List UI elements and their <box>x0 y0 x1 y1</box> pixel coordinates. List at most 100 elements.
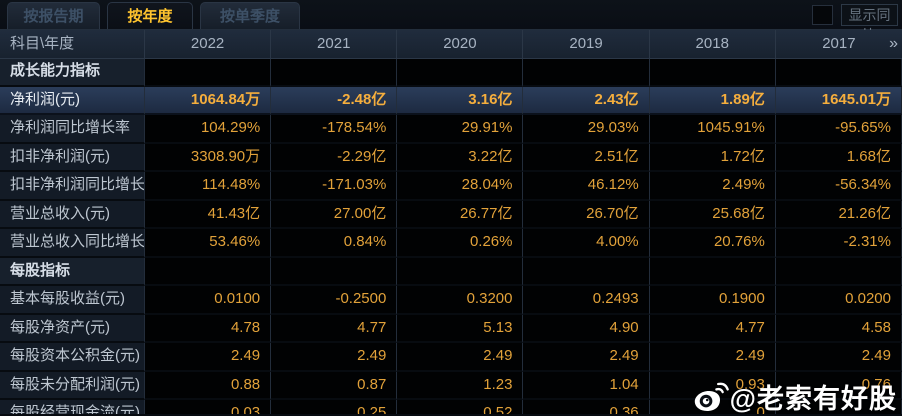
cell-value: 25.68亿 <box>650 201 776 230</box>
cell-value: 29.91% <box>397 115 523 144</box>
cell-value: 1064.84万 <box>145 87 271 116</box>
cell-value: -178.54% <box>271 115 397 144</box>
cell-value: 28.04% <box>397 172 523 201</box>
cell-value <box>650 258 776 287</box>
row-label: 每股资本公积金(元) <box>0 343 145 372</box>
cell-value <box>271 258 397 287</box>
cell-value: 0.1900 <box>650 286 776 315</box>
cell-value: 0.26% <box>397 229 523 258</box>
cell-value: 0.0100 <box>145 286 271 315</box>
section-row: 每股指标 <box>0 258 902 287</box>
period-tabbar: 按报告期 按年度 按单季度 显示同比 <box>0 0 902 30</box>
cell-value: 2.49% <box>650 172 776 201</box>
cell-value: 3308.90万 <box>145 144 271 173</box>
yoy-controls: 显示同比 <box>812 4 902 26</box>
cell-value: 41.43亿 <box>145 201 271 230</box>
cell-value: 2.49 <box>776 343 902 372</box>
cell-value: 26.70亿 <box>523 201 649 230</box>
cell-value: 0.84% <box>271 229 397 258</box>
cell-value: 2.49 <box>271 343 397 372</box>
section-row: 成长能力指标 <box>0 58 902 87</box>
table-row[interactable]: 营业总收入同比增长率53.46%0.84%0.26%4.00%20.76%-2.… <box>0 229 902 258</box>
cell-value <box>650 58 776 87</box>
cell-value: -2.48亿 <box>271 87 397 116</box>
cell-value: 1.04 <box>523 372 649 401</box>
cell-value: 3.16亿 <box>397 87 523 116</box>
financial-table: 科目\年度 2022 2021 2020 2019 2018 2017 » 成长… <box>0 30 902 414</box>
cell-value: 53.46% <box>145 229 271 258</box>
cell-value <box>776 58 902 87</box>
cell-value: 0.25 <box>271 400 397 414</box>
cell-value: 5.13 <box>397 315 523 344</box>
cell-value: 1.89亿 <box>650 87 776 116</box>
row-label: 每股经营现金流(元) <box>0 400 145 414</box>
year-header: 2019 <box>523 30 649 59</box>
tab-yearly[interactable]: 按年度 <box>107 2 193 29</box>
tab-report-period[interactable]: 按报告期 <box>7 2 100 29</box>
row-label: 扣非净利润(元) <box>0 144 145 173</box>
cell-value: 21.26亿 <box>776 201 902 230</box>
cell-value: 2.49 <box>145 343 271 372</box>
cell-value: 0.3200 <box>397 286 523 315</box>
row-label: 每股未分配利润(元) <box>0 372 145 401</box>
cell-value: 2.49 <box>650 343 776 372</box>
show-yoy-checkbox[interactable] <box>812 5 833 25</box>
row-label: 净利润同比增长率 <box>0 115 145 144</box>
cell-value <box>523 58 649 87</box>
row-label: 净利润(元) <box>0 87 145 116</box>
show-yoy-label[interactable]: 显示同比 <box>841 4 898 26</box>
row-label: 营业总收入(元) <box>0 201 145 230</box>
year-header: 2018 <box>650 30 776 59</box>
year-header: 2021 <box>271 30 397 59</box>
table-header: 科目\年度 2022 2021 2020 2019 2018 2017 » <box>0 30 902 58</box>
year-header: 2020 <box>397 30 523 59</box>
more-years-icon[interactable]: » <box>889 30 896 58</box>
cell-value: 104.29% <box>145 115 271 144</box>
cell-value: -56.34% <box>776 172 902 201</box>
table-row[interactable]: 扣非净利润同比增长率114.48%-171.03%28.04%46.12%2.4… <box>0 172 902 201</box>
cell-value: 2.51亿 <box>523 144 649 173</box>
cell-value: -2.31% <box>776 229 902 258</box>
cell-value: -95.65% <box>776 115 902 144</box>
cell-value: 0.87 <box>271 372 397 401</box>
cell-value: 2.49 <box>397 343 523 372</box>
year-header: 2017 » <box>776 30 902 59</box>
cell-value <box>776 258 902 287</box>
cell-value: 1.72亿 <box>650 144 776 173</box>
weibo-icon <box>693 382 729 413</box>
cell-value: 2.43亿 <box>523 87 649 116</box>
cell-value <box>397 258 523 287</box>
cell-value: 4.77 <box>271 315 397 344</box>
corner-header: 科目\年度 <box>0 30 145 59</box>
cell-value: 4.00% <box>523 229 649 258</box>
cell-value: 27.00亿 <box>271 201 397 230</box>
cell-value: 29.03% <box>523 115 649 144</box>
cell-value: 20.76% <box>650 229 776 258</box>
row-label: 每股指标 <box>0 258 145 287</box>
cell-value: 4.90 <box>523 315 649 344</box>
cell-value: 4.77 <box>650 315 776 344</box>
cell-value: 0.36 <box>523 400 649 414</box>
watermark: @老索有好股 <box>693 377 897 416</box>
cell-value: -171.03% <box>271 172 397 201</box>
cell-value: 0.03 <box>145 400 271 414</box>
cell-value: 3.22亿 <box>397 144 523 173</box>
year-header: 2022 <box>145 30 271 59</box>
cell-value <box>145 58 271 87</box>
cell-value: 0.88 <box>145 372 271 401</box>
cell-value: 0.2493 <box>523 286 649 315</box>
cell-value: 1.23 <box>397 372 523 401</box>
row-label: 营业总收入同比增长率 <box>0 229 145 258</box>
cell-value: 0.52 <box>397 400 523 414</box>
cell-value: 4.78 <box>145 315 271 344</box>
cell-value <box>397 58 523 87</box>
cell-value: 2.49 <box>523 343 649 372</box>
tab-single-quarter[interactable]: 按单季度 <box>200 2 300 29</box>
